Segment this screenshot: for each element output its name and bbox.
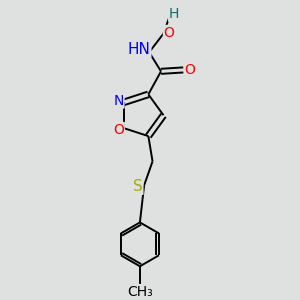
Text: HN: HN — [128, 42, 151, 57]
Text: O: O — [164, 26, 174, 40]
Text: N: N — [114, 94, 124, 108]
Text: S: S — [133, 179, 143, 194]
Text: CH₃: CH₃ — [128, 285, 153, 298]
Text: H: H — [169, 7, 179, 21]
Text: O: O — [184, 63, 195, 77]
Text: O: O — [113, 122, 124, 136]
